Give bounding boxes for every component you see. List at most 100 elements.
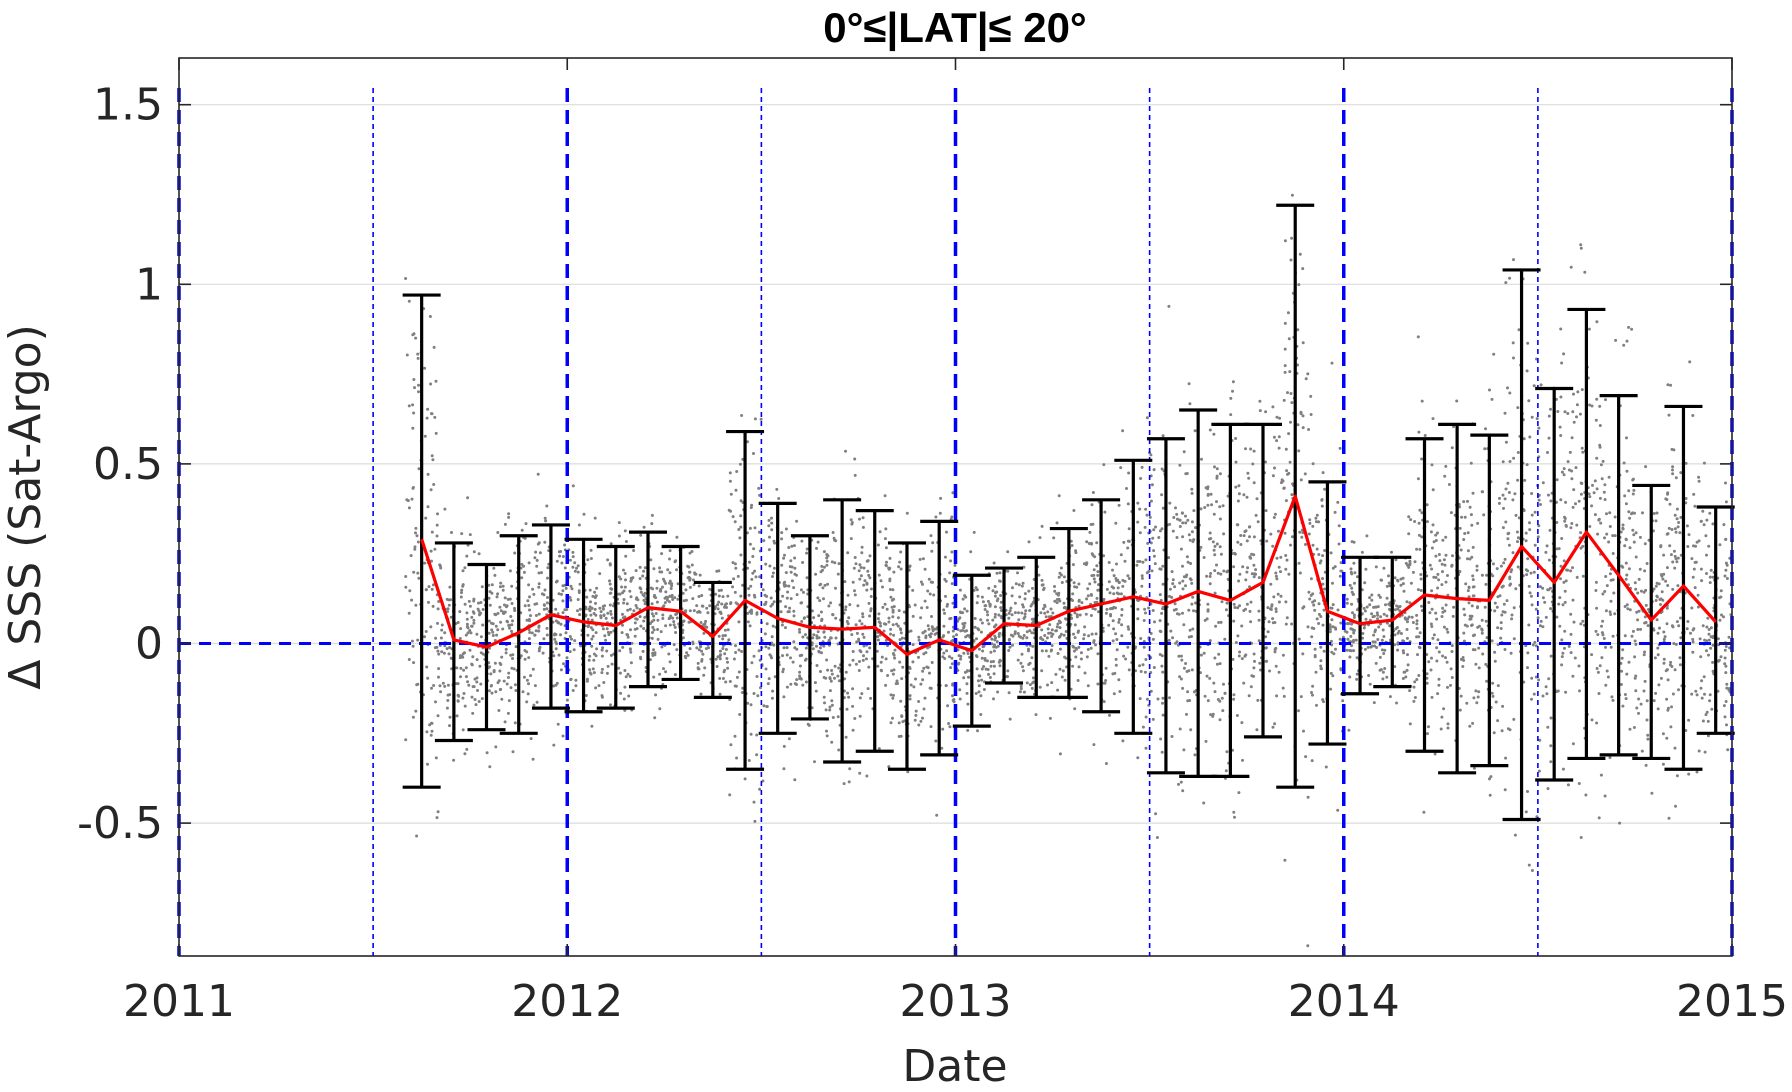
scatter-point bbox=[719, 657, 722, 660]
scatter-point bbox=[1152, 528, 1155, 531]
scatter-point bbox=[1627, 510, 1630, 513]
scatter-point bbox=[602, 681, 605, 684]
scatter-point bbox=[1071, 665, 1074, 668]
scatter-point bbox=[417, 541, 420, 544]
scatter-point bbox=[1094, 581, 1097, 584]
scatter-point bbox=[716, 603, 719, 606]
scatter-point bbox=[1149, 516, 1152, 519]
scatter-point bbox=[1694, 690, 1697, 693]
scatter-point bbox=[796, 593, 799, 596]
scatter-point bbox=[1501, 729, 1504, 732]
scatter-point bbox=[1593, 491, 1596, 494]
scatter-point bbox=[553, 632, 556, 635]
scatter-point bbox=[741, 691, 744, 694]
scatter-point bbox=[577, 564, 580, 567]
scatter-point bbox=[1252, 666, 1255, 669]
scatter-point bbox=[751, 555, 754, 558]
scatter-point bbox=[731, 585, 734, 588]
scatter-point bbox=[590, 638, 593, 641]
scatter-point bbox=[756, 675, 759, 678]
scatter-point bbox=[868, 602, 871, 605]
scatter-point bbox=[1301, 652, 1304, 655]
scatter-point bbox=[466, 618, 469, 621]
scatter-point bbox=[1330, 618, 1333, 621]
scatter-point bbox=[511, 602, 514, 605]
scatter-point bbox=[1556, 478, 1559, 481]
scatter-point bbox=[1233, 816, 1236, 819]
scatter-point bbox=[1095, 541, 1098, 544]
scatter-point bbox=[860, 622, 863, 625]
scatter-point bbox=[752, 452, 755, 455]
scatter-point bbox=[416, 572, 419, 575]
scatter-point bbox=[982, 665, 985, 668]
scatter-point bbox=[856, 632, 859, 635]
scatter-point bbox=[1595, 419, 1598, 422]
scatter-point bbox=[1605, 609, 1608, 612]
scatter-point bbox=[1482, 513, 1485, 516]
scatter-point bbox=[666, 599, 669, 602]
scatter-point bbox=[1697, 594, 1700, 597]
scatter-point bbox=[859, 715, 862, 718]
scatter-point bbox=[1284, 322, 1287, 325]
scatter-point bbox=[556, 682, 559, 685]
scatter-point bbox=[854, 474, 857, 477]
scatter-point bbox=[976, 655, 979, 658]
scatter-point bbox=[909, 698, 912, 701]
scatter-point bbox=[1578, 782, 1581, 785]
scatter-point bbox=[411, 498, 414, 501]
scatter-point bbox=[1538, 499, 1541, 502]
scatter-point bbox=[1073, 581, 1076, 584]
scatter-point bbox=[1085, 613, 1088, 616]
scatter-point bbox=[999, 594, 1002, 597]
scatter-point bbox=[1508, 277, 1511, 280]
scatter-point bbox=[1041, 638, 1044, 641]
scatter-point bbox=[786, 591, 789, 594]
scatter-point bbox=[1604, 646, 1607, 649]
scatter-point bbox=[1353, 582, 1356, 585]
scatter-point bbox=[1106, 608, 1109, 611]
scatter-point bbox=[1250, 601, 1253, 604]
scatter-point bbox=[886, 674, 889, 677]
scatter-point bbox=[1571, 410, 1574, 413]
scatter-point bbox=[1581, 620, 1584, 623]
scatter-point bbox=[1413, 680, 1416, 683]
scatter-point bbox=[1528, 585, 1531, 588]
scatter-point bbox=[922, 557, 925, 560]
scatter-point bbox=[1562, 581, 1565, 584]
scatter-point bbox=[440, 637, 443, 640]
scatter-point bbox=[1420, 589, 1423, 592]
scatter-point bbox=[1219, 718, 1222, 721]
scatter-point bbox=[1504, 497, 1507, 500]
scatter-point bbox=[1283, 859, 1286, 862]
scatter-point bbox=[536, 701, 539, 704]
scatter-point bbox=[1364, 610, 1367, 613]
scatter-point bbox=[598, 684, 601, 687]
scatter-point bbox=[1631, 635, 1634, 638]
scatter-point bbox=[768, 536, 771, 539]
scatter-point bbox=[404, 277, 407, 280]
scatter-point bbox=[655, 612, 658, 615]
scatter-point bbox=[1531, 603, 1534, 606]
scatter-point bbox=[488, 765, 491, 768]
scatter-point bbox=[1232, 380, 1235, 383]
scatter-point bbox=[768, 565, 771, 568]
scatter-point bbox=[945, 649, 948, 652]
scatter-point bbox=[734, 567, 737, 570]
scatter-point bbox=[650, 522, 653, 525]
scatter-point bbox=[824, 584, 827, 587]
scatter-point bbox=[878, 574, 881, 577]
scatter-point bbox=[655, 587, 658, 590]
scatter-point bbox=[898, 661, 901, 664]
scatter-point bbox=[1144, 508, 1147, 511]
scatter-point bbox=[594, 596, 597, 599]
scatter-point bbox=[1298, 531, 1301, 534]
scatter-point bbox=[1020, 687, 1023, 690]
scatter-point bbox=[477, 608, 480, 611]
scatter-point bbox=[1527, 624, 1530, 627]
scatter-point bbox=[503, 680, 506, 683]
scatter-point bbox=[1219, 545, 1222, 548]
scatter-point bbox=[1607, 541, 1610, 544]
scatter-point bbox=[1459, 527, 1462, 530]
scatter-point bbox=[1139, 697, 1142, 700]
scatter-point bbox=[1184, 662, 1187, 665]
